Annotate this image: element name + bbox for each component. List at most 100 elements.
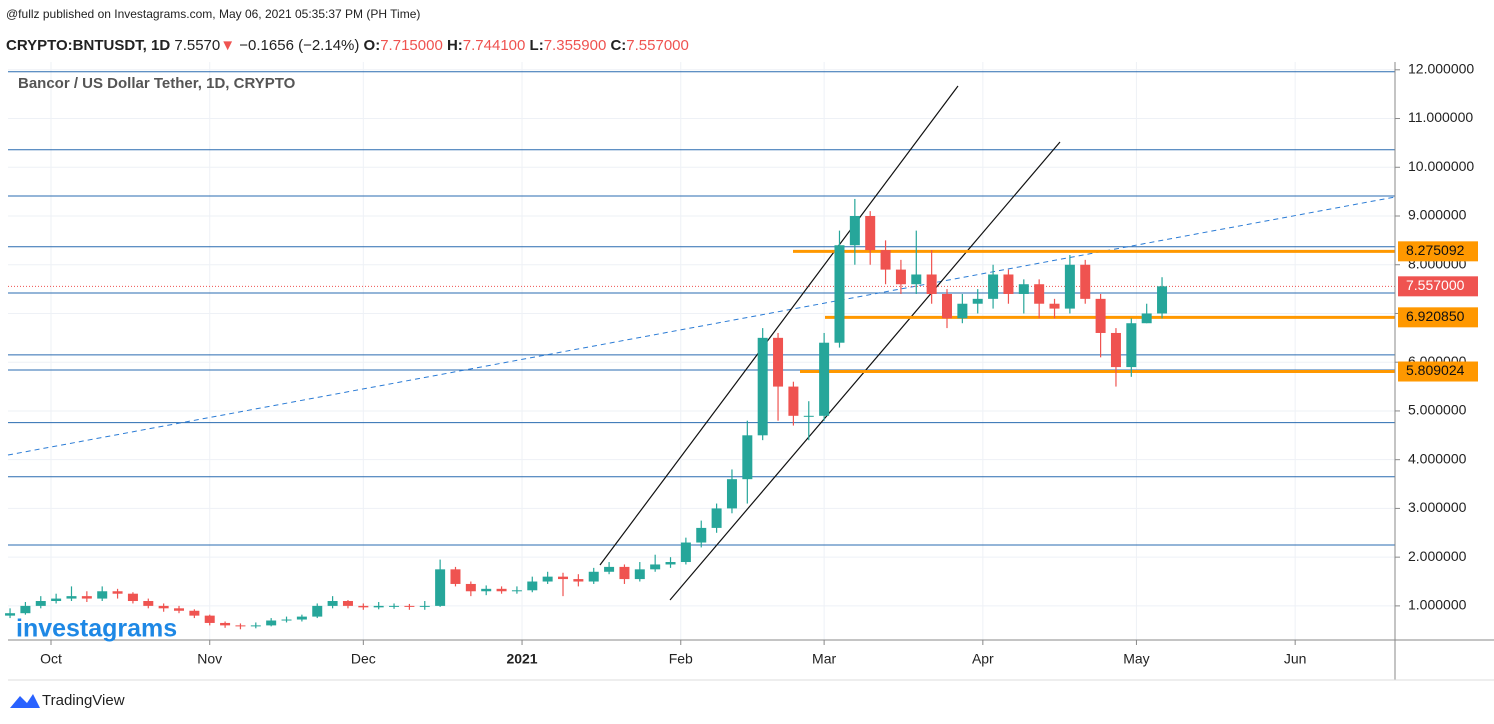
candle-body — [189, 610, 200, 616]
candle-body — [726, 479, 737, 509]
candle-body — [926, 274, 937, 294]
candle-body — [665, 562, 676, 565]
y-tick-label: 7.000000 — [1408, 304, 1467, 320]
candle-body — [604, 566, 615, 572]
candle-body — [819, 342, 830, 416]
candle-body — [35, 601, 46, 606]
candle-body — [419, 605, 430, 607]
candle-body — [373, 605, 384, 608]
candle-body — [542, 576, 553, 582]
y-tick-label: 11.000000 — [1408, 109, 1473, 125]
candle-body — [312, 605, 323, 617]
level-label: 6.920850 — [1406, 308, 1465, 324]
candle-body — [435, 569, 446, 606]
candle-body — [174, 608, 185, 611]
ohlc-key: H: — [446, 37, 463, 54]
candle-body — [1003, 274, 1014, 294]
candle-body — [511, 590, 522, 592]
candle-body — [81, 596, 92, 599]
y-tick-label: 10.000000 — [1408, 158, 1474, 174]
arrow: ▼ — [220, 37, 236, 54]
level-label: 8.275092 — [1406, 242, 1465, 258]
watermark: investagrams — [16, 615, 177, 643]
ohlc-val: 7.355900 — [543, 37, 607, 54]
candle-body — [1034, 284, 1045, 304]
ohlc-val: 7.715000 — [380, 37, 443, 54]
candle-body — [358, 605, 369, 608]
candle-body — [112, 591, 123, 594]
level-box — [1398, 241, 1478, 262]
candle-body — [266, 620, 277, 626]
candle-body — [1141, 313, 1152, 324]
level-label: 5.809024 — [1406, 362, 1465, 378]
publisher: @fullz published on Investagrams.com, Ma… — [6, 7, 421, 21]
candle-body — [619, 566, 630, 580]
tv-logo — [10, 694, 40, 708]
x-tick-label: Jun — [1284, 651, 1307, 667]
x-tick-label: May — [1123, 651, 1149, 667]
candle-body — [220, 622, 231, 626]
last: 7.5570 — [174, 37, 221, 54]
x-tick-label: Apr — [972, 651, 994, 667]
candle-body — [496, 588, 507, 592]
y-tick-label: 9.000000 — [1408, 207, 1467, 223]
candle-body — [880, 250, 891, 270]
candle-body — [942, 293, 953, 319]
candle-body — [1126, 323, 1137, 368]
x-tick-label: Mar — [812, 651, 836, 667]
candle-body — [66, 596, 77, 599]
candle-body — [696, 527, 707, 543]
candle-body — [1064, 264, 1075, 309]
x-tick-label: 2021 — [506, 651, 537, 667]
candle-body — [327, 601, 338, 606]
candle-body — [634, 569, 645, 580]
candle-body — [1157, 286, 1168, 314]
x-tick-label: Nov — [197, 651, 222, 667]
candle-body — [158, 605, 169, 609]
candle-body — [834, 245, 845, 343]
y-tick-label: 4.000000 — [1408, 450, 1467, 466]
candle-body — [281, 619, 292, 621]
ohlc-val: 7.557000 — [626, 37, 689, 54]
y-tick-label: 8.000000 — [1408, 255, 1467, 271]
y-tick-label: 3.000000 — [1408, 499, 1467, 515]
candle-body — [235, 625, 246, 627]
candle-body — [143, 601, 154, 606]
chart-title: Bancor / US Dollar Tether, 1D, CRYPTO — [18, 75, 296, 92]
candle-body — [404, 605, 415, 607]
symbol-line: CRYPTO:BNTUSDT, 1D 7.5570▼ −0.1656 (−2.1… — [6, 37, 689, 54]
last-price-label: 7.557000 — [1406, 277, 1465, 293]
channel-lower — [669, 141, 1061, 601]
candle-body — [1110, 332, 1121, 368]
level-box — [1398, 361, 1478, 382]
candle-body — [711, 508, 722, 528]
candle-body — [757, 337, 768, 436]
symbol: CRYPTO:BNTUSDT, 1D — [6, 37, 171, 54]
candle-body — [1095, 298, 1106, 333]
candle-body — [573, 579, 584, 582]
candle-body — [5, 613, 16, 616]
candle-body — [988, 274, 999, 299]
candle-body — [972, 298, 983, 304]
candle-body — [588, 571, 599, 582]
footer: TradingView — [42, 692, 125, 709]
last-price-box — [1398, 276, 1478, 297]
candle-body — [849, 216, 860, 246]
y-tick-label: 6.000000 — [1408, 353, 1467, 369]
candle-body — [1080, 264, 1091, 299]
candle-body — [788, 386, 799, 416]
candle-body — [1049, 303, 1060, 309]
x-tick-label: Dec — [351, 651, 376, 667]
candle-body — [895, 269, 906, 285]
candle-body — [97, 591, 108, 599]
candle-body — [296, 616, 307, 620]
candle-body — [20, 605, 31, 614]
candle-body — [527, 581, 538, 591]
x-tick-label: Feb — [669, 651, 693, 667]
candle-body — [911, 274, 922, 285]
candle-body — [742, 435, 753, 480]
candle-body — [450, 569, 461, 584]
candle-body — [127, 593, 138, 602]
